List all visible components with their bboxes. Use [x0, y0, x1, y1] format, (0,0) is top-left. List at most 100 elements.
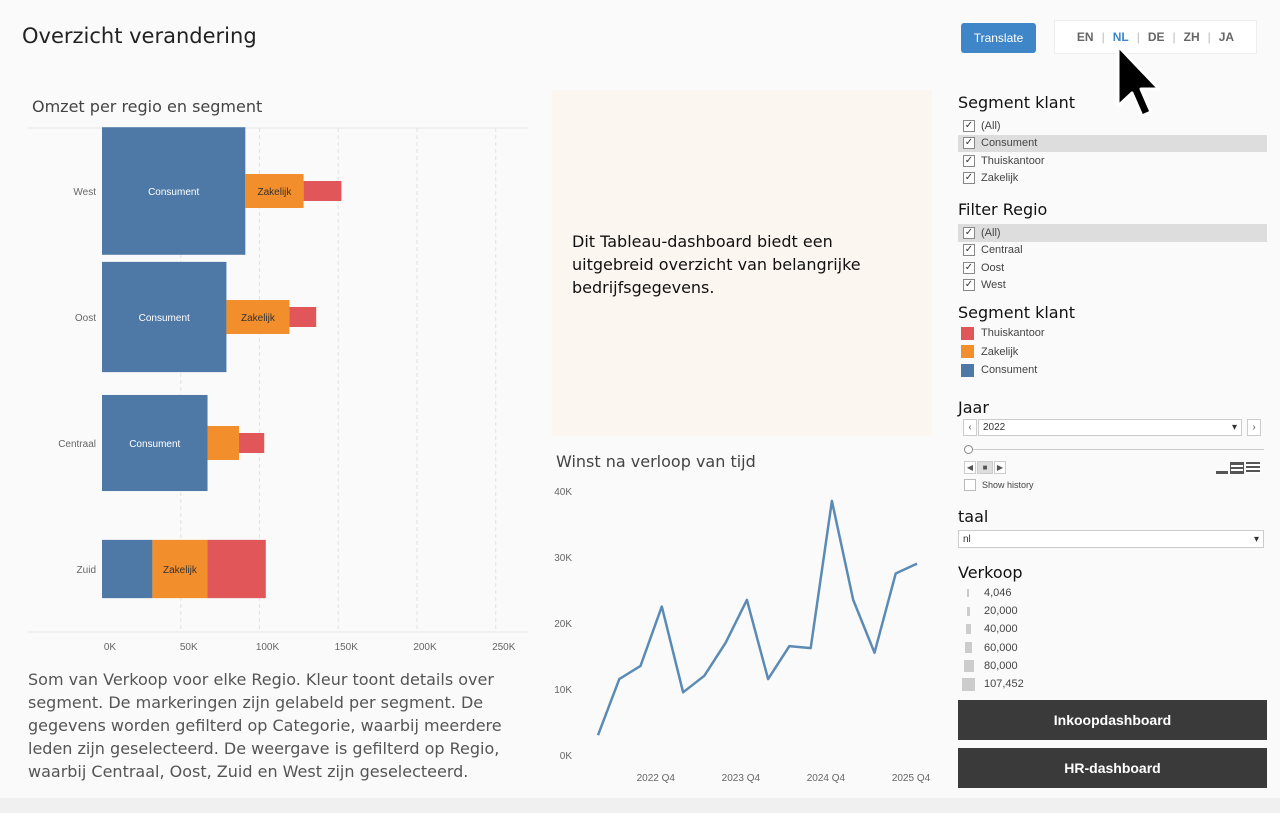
legend-swatch — [961, 345, 974, 359]
size-legend-item: 80,000 — [962, 657, 1162, 675]
bar-segment-thuiskantoor — [207, 539, 266, 599]
region-label: Oost — [75, 313, 96, 324]
option-label: Oost — [981, 261, 1005, 274]
bar-segment-zakelijk — [207, 426, 240, 460]
checkbox[interactable]: ✓ — [963, 137, 975, 150]
year-slider-track[interactable] — [968, 449, 1264, 450]
inkoopdashboard-button[interactable]: Inkoopdashboard — [958, 700, 1267, 740]
lang-zh[interactable]: ZH — [1183, 30, 1200, 44]
lang-ja[interactable]: JA — [1218, 30, 1235, 44]
checkbox[interactable]: ✓ — [963, 226, 975, 239]
speed-fast-icon[interactable] — [1246, 462, 1260, 474]
play-back-icon[interactable]: ◀ — [964, 461, 976, 474]
size-label: 4,046 — [984, 587, 1012, 600]
size-legend-item: 4,046 — [962, 584, 1162, 602]
speed-controls — [1216, 462, 1260, 474]
legend-label: Consument — [981, 364, 1038, 377]
line-chart-panel: Winst na verloop van tijd 0K 10K 20K 30K 40K… — [548, 448, 936, 788]
segment-legend-title: Segment klant — [958, 303, 1076, 322]
size-label: 40,000 — [984, 623, 1018, 636]
size-mark — [966, 624, 971, 635]
bottom-strip — [0, 798, 1280, 813]
year-slider-handle[interactable] — [964, 445, 973, 454]
y-tick-label: 0K — [560, 751, 573, 762]
chart-summary: Som van Verkoop voor elke Regio. Kleur t… — [28, 670, 502, 781]
x-tick-label: 2022 Q4 — [637, 773, 676, 784]
play-forward-icon[interactable]: ▶ — [994, 461, 1006, 474]
checkbox[interactable]: ✓ — [963, 261, 975, 274]
bar-chart: 0K 50K 100K 150K 200K 250K West Consument Zakeli… — [28, 127, 528, 653]
description-text: Dit Tableau-dashboard biedt een uitgebre… — [572, 232, 861, 297]
year-value: 2022 — [983, 422, 1006, 433]
show-history-checkbox[interactable] — [964, 479, 976, 491]
year-next-button[interactable]: › — [1247, 419, 1261, 436]
regio-filter-list: ✓ (All) ✓ Centraal ✓ Oost ✓ West — [958, 224, 1267, 294]
bar-label: Consument — [139, 313, 190, 324]
checkbox[interactable]: ✓ — [963, 119, 975, 132]
segment-filter-list: ✓ (All) ✓ Consument ✓ Thuiskantoor ✓ Zakelij… — [958, 117, 1267, 187]
y-tick-label: 30K — [554, 553, 572, 564]
segment-legend: Thuiskantoor Zakelijk Consument — [958, 324, 1267, 380]
checkbox[interactable]: ✓ — [963, 172, 975, 185]
hr-dashboard-button[interactable]: HR-dashboard — [958, 748, 1267, 788]
size-legend-item: 107,452 — [962, 675, 1162, 693]
size-mark — [965, 642, 972, 654]
mouse-cursor-icon — [1116, 44, 1161, 118]
taal-select[interactable]: nl ▾ — [958, 530, 1264, 548]
translate-button[interactable]: Translate — [961, 23, 1036, 53]
checkbox[interactable]: ✓ — [963, 279, 975, 292]
size-mark — [962, 677, 975, 691]
speed-medium-icon[interactable] — [1230, 462, 1244, 474]
segment-filter-title: Segment klant — [958, 93, 1076, 112]
lang-en[interactable]: EN — [1076, 30, 1094, 44]
checkbox[interactable]: ✓ — [963, 244, 975, 257]
regio-option-centraal[interactable]: ✓ Centraal — [958, 242, 1267, 260]
legend-item-zakelijk: Zakelijk — [958, 343, 1267, 362]
year-title: Jaar — [958, 398, 989, 417]
regio-option-oost[interactable]: ✓ Oost — [958, 259, 1267, 277]
x-tick-label: 50K — [180, 642, 198, 653]
bar-segment-zakelijk — [226, 300, 290, 334]
year-prev-button[interactable]: ‹ — [963, 419, 977, 436]
show-history-option[interactable]: Show history — [964, 479, 1034, 491]
size-label: 20,000 — [984, 605, 1018, 618]
line-chart: 0K 10K 20K 30K 40K 2022 Q4 2023 Q4 2024 Q4 2025 … — [554, 487, 930, 784]
legend-label: Thuiskantoor — [981, 327, 1045, 340]
regio-option-all[interactable]: ✓ (All) — [958, 224, 1267, 242]
legend-item-thuiskantoor: Thuiskantoor — [958, 324, 1267, 343]
bar-label: Zakelijk — [241, 313, 276, 324]
bar-segment-thuiskantoor — [239, 433, 265, 453]
bar-segment-thuiskantoor — [303, 181, 342, 201]
speed-slow-icon[interactable] — [1216, 462, 1228, 474]
bar-segment-consument — [102, 261, 227, 373]
region-label: Centraal — [58, 439, 96, 450]
legend-swatch — [961, 363, 974, 377]
size-mark — [967, 589, 969, 598]
segment-option-zakelijk[interactable]: ✓ Zakelijk — [958, 170, 1267, 188]
show-history-label: Show history — [982, 480, 1034, 490]
segment-option-thuiskantoor[interactable]: ✓ Thuiskantoor — [958, 152, 1267, 170]
legend-label: Zakelijk — [981, 345, 1019, 358]
legend-item-consument: Consument — [958, 361, 1267, 380]
lang-de[interactable]: DE — [1147, 30, 1165, 44]
option-label: Consument — [981, 137, 1038, 150]
region-label: West — [73, 187, 96, 198]
x-tick-label: 150K — [335, 642, 359, 653]
bar-chart-title: Omzet per regio en segment — [32, 97, 263, 116]
option-label: Zakelijk — [981, 172, 1019, 185]
bar-segment-consument — [102, 394, 208, 492]
legend-swatch — [961, 326, 974, 340]
x-tick-label: 2023 Q4 — [722, 773, 761, 784]
page-title: Overzicht verandering — [22, 24, 257, 48]
stop-icon[interactable]: ■ — [977, 461, 993, 474]
regio-option-west[interactable]: ✓ West — [958, 277, 1267, 295]
y-tick-label: 20K — [554, 619, 572, 630]
segment-option-consument[interactable]: ✓ Consument — [958, 134, 1267, 152]
lang-nl[interactable]: NL — [1112, 30, 1129, 44]
size-legend-item: 60,000 — [962, 639, 1162, 657]
segment-option-all[interactable]: ✓ (All) — [958, 117, 1267, 135]
option-label: (All) — [981, 226, 1001, 239]
checkbox[interactable]: ✓ — [963, 154, 975, 167]
x-tick-label: 0K — [104, 642, 117, 653]
year-select[interactable]: 2022 ▾ — [978, 419, 1242, 436]
